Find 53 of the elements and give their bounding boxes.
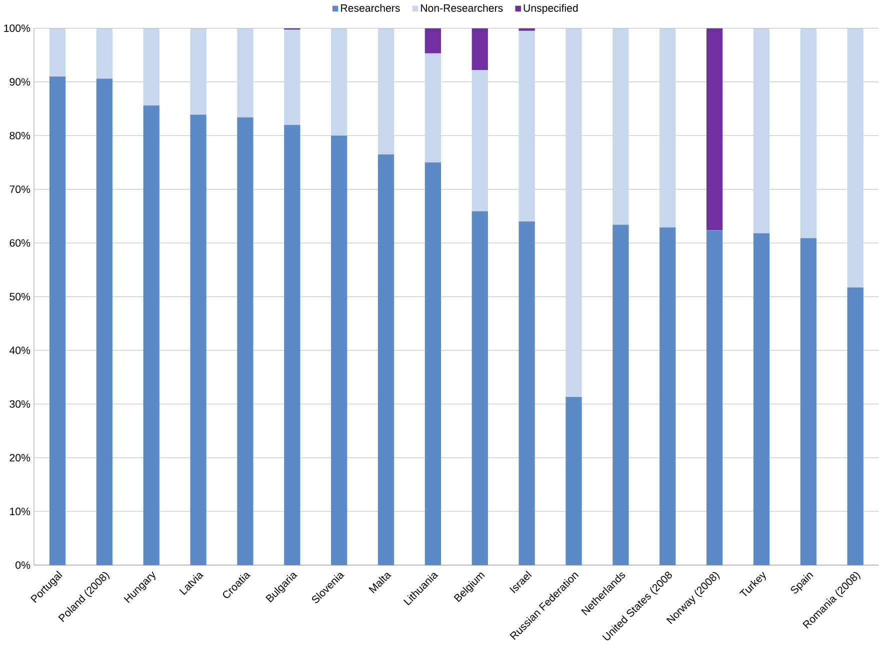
bar [96,28,112,79]
bar [190,28,206,115]
bar [331,28,348,136]
y-tick-label: 100% [4,24,30,32]
bar [753,233,770,566]
bar [518,221,535,566]
y-tick-label: 90% [10,78,30,86]
bar [237,117,254,566]
y-tick-label: 60% [10,239,30,247]
bar [847,28,864,288]
y-tick-label: 0% [16,561,30,569]
bar [424,53,442,162]
bar [706,28,723,230]
bar [472,28,488,70]
bar [660,227,676,566]
bar [331,136,348,566]
bar [847,287,864,566]
bar [566,28,582,398]
bar [472,70,488,212]
y-tick-label: 30% [10,400,30,408]
bar [660,28,676,228]
bar [378,28,394,154]
bar [612,28,629,225]
y-tick-label: 50% [10,292,30,300]
bar [190,114,206,566]
bar [518,28,535,31]
legend-label: Non-Researchers [421,4,503,12]
bar [378,154,394,566]
bar [472,211,488,566]
bar [424,28,442,54]
bar [143,105,160,566]
y-tick-label: 10% [10,508,30,516]
bar [237,28,254,118]
y-tick-label: 70% [10,185,30,193]
bar [566,397,582,566]
bar [284,30,300,125]
bar [49,28,66,76]
bar [284,124,300,566]
legend-label: Unspecified [524,4,578,14]
y-tick-label: 80% [10,132,30,140]
bar [612,224,629,566]
bar [706,230,723,566]
bar [49,76,66,566]
y-tick-label: 20% [10,454,30,462]
bar [518,30,535,222]
y-tick-label: 40% [9,346,30,354]
legend-label: Researchers [341,4,400,12]
bar [800,238,816,566]
bar [753,28,770,234]
bar [424,162,442,566]
bar [96,78,112,566]
bar [143,28,160,106]
bar [800,28,816,238]
